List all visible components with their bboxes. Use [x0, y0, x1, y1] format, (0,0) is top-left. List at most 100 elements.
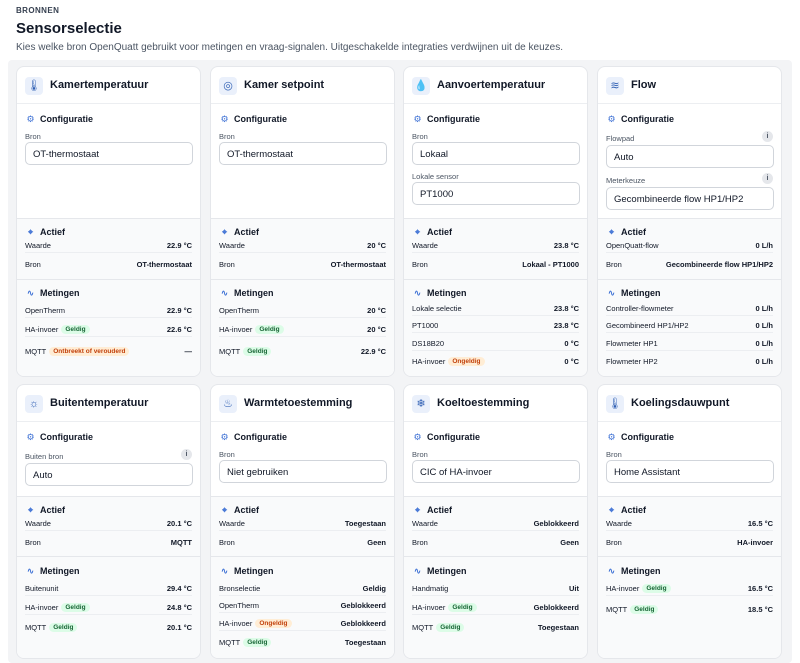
- config-title: ⚙ Configuratie: [413, 432, 480, 442]
- measurements-section: ∿ Metingen OpenTherm 22.9 °C HA-invoer Geld…: [17, 279, 200, 376]
- config-title: ⚙ Configuratie: [220, 114, 287, 124]
- card-header: 🌡 Koelingsdauwpunt: [598, 385, 781, 422]
- config-section: ⚙ Configuratie Buiten bron i Auto: [17, 423, 200, 496]
- active-section: ⌖ Actief Waarde 16.5 °C Bron HA-invoer: [598, 496, 781, 556]
- measurement-row: HA-invoer Geldig 20 °C: [219, 323, 386, 337]
- crosshair-icon: ⌖: [414, 227, 421, 237]
- measurement-row: Handmatig Uit: [412, 582, 579, 596]
- active-value-row: Waarde 20.1 °C: [25, 517, 192, 531]
- thermometer-icon: 🌡: [606, 395, 624, 413]
- flow-waves-icon: ≋: [606, 77, 624, 95]
- gear-icon: ⚙: [413, 114, 422, 124]
- active-source-row: Bron Geen: [412, 538, 579, 547]
- gear-icon: ⚙: [220, 114, 229, 124]
- status-badge: Geldig: [243, 347, 272, 356]
- target-icon: ◎: [219, 77, 237, 95]
- field-label: Meterkeuze: [606, 176, 646, 185]
- config-section: ⚙ Configuratie Bron OT-thermostaat: [211, 105, 394, 218]
- gear-icon: ⚙: [220, 432, 229, 442]
- pulse-icon: ∿: [607, 566, 616, 576]
- active-section: ⌖ Actief Waarde 20 °C Bron OT-thermostaat: [211, 218, 394, 279]
- pulse-icon: ∿: [413, 288, 422, 298]
- measurement-row: OpenTherm 22.9 °C: [25, 304, 192, 318]
- measurement-row: HA-invoer Ongeldig 0 °C: [412, 357, 579, 366]
- measurement-row: Controller-flowmeter 0 L/h: [606, 302, 773, 316]
- status-badge: Geldig: [49, 623, 78, 632]
- active-title: ⌖ Actief: [25, 227, 65, 238]
- crosshair-icon: ⌖: [221, 505, 228, 515]
- source-select[interactable]: Home Assistant: [606, 460, 774, 483]
- page-title: Sensorselectie: [16, 20, 122, 37]
- measurements-title: ∿ Metingen: [26, 288, 80, 298]
- measurements-title: ∿ Metingen: [26, 566, 80, 576]
- measurements-title: ∿ Metingen: [413, 288, 467, 298]
- source-select[interactable]: OT-thermostaat: [25, 142, 193, 165]
- measurement-row: HA-invoer Ongeldig Geblokkeerd: [219, 617, 386, 631]
- config-section: ⚙ Configuratie Bron OT-thermostaat: [17, 105, 200, 218]
- active-title: ⌖ Actief: [219, 505, 259, 516]
- card-title: Aanvoertemperatuur: [437, 79, 546, 91]
- measurements-title: ∿ Metingen: [607, 288, 661, 298]
- status-badge: Geldig: [642, 584, 671, 593]
- card-header: ◎ Kamer setpoint: [211, 67, 394, 104]
- measurement-row: Gecombineerd HP1/HP2 0 L/h: [606, 319, 773, 333]
- measurement-row: HA-invoer Geldig 22.6 °C: [25, 323, 192, 337]
- field-label: Bron: [606, 450, 622, 459]
- measurement-row: HA-invoer Geldig 24.8 °C: [25, 601, 192, 615]
- source-select[interactable]: OT-thermostaat: [219, 142, 387, 165]
- active-section: ⌖ Actief Waarde 22.9 °C Bron OT-thermostaat: [17, 218, 200, 279]
- source-select[interactable]: Niet gebruiken: [219, 460, 387, 483]
- active-title: ⌖ Actief: [412, 505, 452, 516]
- pulse-icon: ∿: [220, 566, 229, 576]
- active-source-row: Bron MQTT: [25, 538, 192, 547]
- gear-icon: ⚙: [413, 432, 422, 442]
- card-title: Kamertemperatuur: [50, 79, 149, 91]
- flowpad-select[interactable]: Auto: [606, 145, 774, 168]
- flame-icon: ♨: [219, 395, 237, 413]
- active-source-row: Bron OT-thermostaat: [219, 260, 386, 269]
- thermometer-icon: 🌡: [25, 77, 43, 95]
- measurement-row: MQTT Ontbreekt of verouderd —: [25, 347, 192, 356]
- measurement-row: MQTT Geldig Toegestaan: [412, 623, 579, 632]
- section-kicker: BRONNEN: [16, 6, 60, 15]
- active-source-row: Bron HA-invoer: [606, 538, 773, 547]
- card-header: ☼ Buitentemperatuur: [17, 385, 200, 422]
- local-sensor-select[interactable]: PT1000: [412, 182, 580, 205]
- pulse-icon: ∿: [26, 288, 35, 298]
- status-badge: Ongeldig: [255, 619, 292, 628]
- crosshair-icon: ⌖: [27, 227, 34, 237]
- measurement-row: Flowmeter HP2 0 L/h: [606, 357, 773, 366]
- measurements-section: ∿ Metingen Buitenunit 29.4 °C HA-invoer Gel…: [17, 556, 200, 658]
- measurement-row: HA-invoer Geldig Geblokkeerd: [412, 601, 579, 615]
- measurement-row: MQTT Geldig 18.5 °C: [606, 605, 773, 614]
- card-title: Flow: [631, 79, 657, 91]
- status-badge: Ontbreekt of verouderd: [49, 347, 130, 356]
- source-select[interactable]: Lokaal: [412, 142, 580, 165]
- card-flow: ≋ Flow ⚙ Configuratie Flowpad i Auto Mete…: [597, 66, 782, 377]
- config-title: ⚙ Configuratie: [607, 432, 674, 442]
- measurement-row: OpenTherm Geblokkeerd: [219, 599, 386, 613]
- active-section: ⌖ Actief Waarde 23.8 °C Bron Lokaal - PT100…: [404, 218, 587, 279]
- card-buitentemperatuur: ☼ Buitentemperatuur ⚙ Configuratie Buiten…: [16, 384, 201, 659]
- measurement-row: MQTT Geldig 22.9 °C: [219, 347, 386, 356]
- measurement-row: DS18B20 0 °C: [412, 337, 579, 351]
- crosshair-icon: ⌖: [221, 227, 228, 237]
- crosshair-icon: ⌖: [608, 505, 615, 515]
- active-value-row: Waarde 22.9 °C: [25, 239, 192, 253]
- field-label: Buiten bron: [25, 452, 64, 461]
- status-badge: Geldig: [61, 325, 90, 334]
- measurement-row: HA-invoer Geldig 16.5 °C: [606, 582, 773, 596]
- measurements-section: ∿ Metingen OpenTherm 20 °C HA-invoer Geldig…: [211, 279, 394, 376]
- info-icon[interactable]: i: [181, 449, 192, 460]
- meterkeuze-select[interactable]: Gecombineerde flow HP1/HP2: [606, 187, 774, 210]
- page-subtitle: Kies welke bron OpenQuatt gebruikt voor …: [16, 42, 563, 53]
- info-icon[interactable]: i: [762, 131, 773, 142]
- pulse-icon: ∿: [413, 566, 422, 576]
- active-title: ⌖ Actief: [412, 227, 452, 238]
- info-icon[interactable]: i: [762, 173, 773, 184]
- pulse-icon: ∿: [607, 288, 616, 298]
- source-select[interactable]: CIC of HA-invoer: [412, 460, 580, 483]
- field-label: Flowpad: [606, 134, 635, 143]
- source-select[interactable]: Auto: [25, 463, 193, 486]
- active-source-row: Bron Gecombineerde flow HP1/HP2: [606, 260, 773, 269]
